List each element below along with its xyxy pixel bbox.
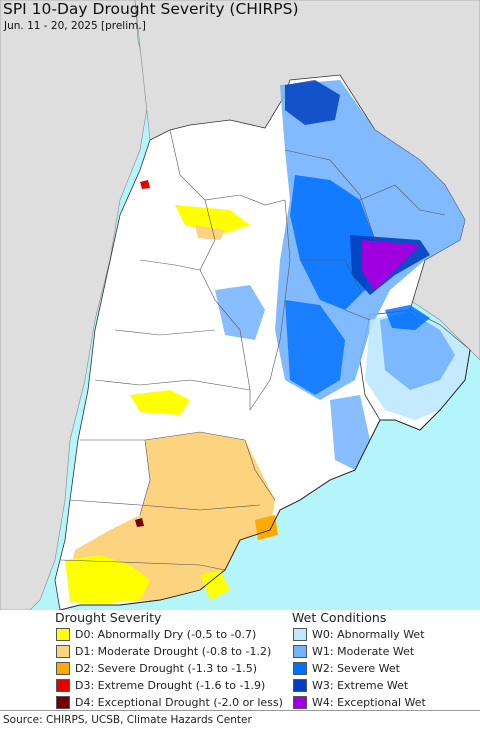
- legend-swatch-d4: [56, 695, 70, 709]
- legend-swatch-w3: [293, 678, 307, 692]
- wet-w2-east-uru: [385, 305, 430, 330]
- legend-label-d1: D1: Moderate Drought (-0.8 to -1.2): [75, 644, 272, 658]
- legend-wet-heading: Wet Conditions: [292, 610, 387, 625]
- legend-item-w4: W4: Exceptional Wet: [293, 695, 426, 709]
- legend-item-d1: D1: Moderate Drought (-0.8 to -1.2): [56, 644, 271, 658]
- wet-w1-uruguay: [380, 312, 455, 390]
- map-subtitle: Jun. 11 - 20, 2025 [prelim.]: [4, 20, 146, 32]
- legend-swatch-w4: [293, 695, 307, 709]
- wet-w1-west-patch: [215, 285, 265, 340]
- legend-label-w3: W3: Extreme Wet: [312, 678, 409, 692]
- legend-swatch-w2: [293, 661, 307, 675]
- map-title: SPI 10-Day Drought Severity (CHIRPS): [3, 0, 299, 18]
- drought-d4-spot: [135, 518, 144, 527]
- legend-item-w1: W1: Moderate Wet: [293, 644, 414, 658]
- legend-swatch-d3: [56, 678, 70, 692]
- legend-item-w0: W0: Abnormally Wet: [293, 627, 425, 641]
- legend-swatch-d1: [56, 644, 70, 658]
- drought-d3-spot: [140, 180, 150, 189]
- legend-label-d4: D4: Exceptional Drought (-2.0 or less): [75, 695, 283, 709]
- legend-swatch-w0: [293, 627, 307, 641]
- legend-item-d4: D4: Exceptional Drought (-2.0 or less): [56, 695, 283, 709]
- legend-swatch-d2: [56, 661, 70, 675]
- admin-borders: [59, 129, 446, 571]
- legend-item-w2: W2: Severe Wet: [293, 661, 400, 675]
- drought-d2-patch: [255, 515, 278, 540]
- legend-item-d3: D3: Extreme Drought (-1.6 to -1.9): [56, 678, 265, 692]
- legend-item-d0: D0: Abnormally Dry (-0.5 to -0.7): [56, 627, 256, 641]
- footer-divider: [0, 710, 480, 711]
- legend-label-w1: W1: Moderate Wet: [312, 644, 415, 658]
- source-credit: Source: CHIRPS, UCSB, Climate Hazards Ce…: [3, 714, 252, 726]
- wet-w3-north: [285, 80, 340, 125]
- drought-d0-patagonia-south: [200, 570, 230, 600]
- legend-label-w2: W2: Severe Wet: [312, 661, 400, 675]
- map-canvas: [0, 0, 480, 610]
- drought-d0-central: [130, 390, 190, 415]
- coastline: [59, 349, 471, 610]
- legend-swatch-d0: [56, 627, 70, 641]
- legend-item-d2: D2: Severe Drought (-1.3 to -1.5): [56, 661, 257, 675]
- legend-label-d2: D2: Severe Drought (-1.3 to -1.5): [75, 661, 258, 675]
- wet-w2-entre-rios: [285, 300, 345, 395]
- legend-drought-heading: Drought Severity: [55, 610, 162, 625]
- legend-label-d0: D0: Abnormally Dry (-0.5 to -0.7): [75, 627, 257, 641]
- legend-item-w3: W3: Extreme Wet: [293, 678, 408, 692]
- drought-d1-north: [195, 225, 225, 240]
- wet-w1-bsas-coast: [330, 395, 370, 470]
- legend-label-w4: W4: Exceptional Wet: [312, 695, 426, 709]
- drought-d0-south-edge: [65, 555, 150, 604]
- legend: Drought Severity Wet Conditions D0: Abno…: [0, 610, 480, 710]
- legend-label-w0: W0: Abnormally Wet: [312, 627, 425, 641]
- legend-label-d3: D3: Extreme Drought (-1.6 to -1.9): [75, 678, 266, 692]
- wet-w4-exceptional: [362, 240, 420, 290]
- drought-d0-north: [175, 205, 250, 235]
- legend-swatch-w1: [293, 644, 307, 658]
- drought-map: SPI 10-Day Drought Severity (CHIRPS) Jun…: [0, 0, 480, 610]
- drought-d1-south: [68, 432, 275, 602]
